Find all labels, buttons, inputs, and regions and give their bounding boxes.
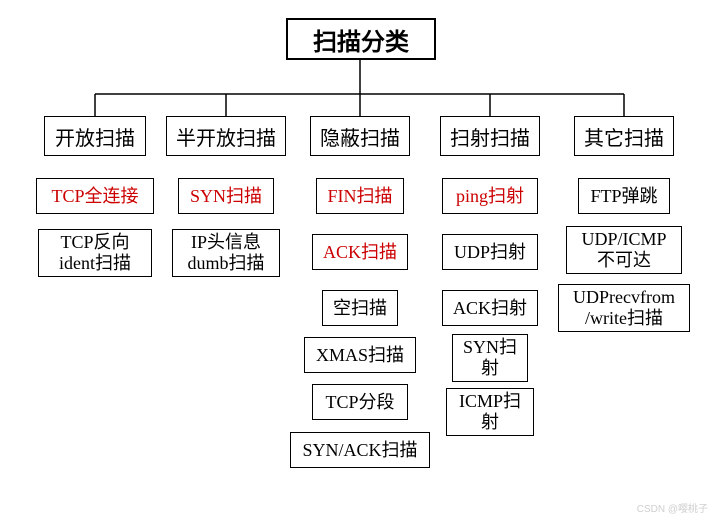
leaf-c2-1-label: ACK扫描 [323, 242, 397, 263]
leaf-c3-0: ping扫射 [442, 178, 538, 214]
leaf-c1-1-label: IP头信息 dumb扫描 [187, 232, 264, 273]
root-label: 扫描分类 [313, 22, 409, 57]
watermark: CSDN @嘤桃子 [637, 500, 708, 515]
leaf-c2-3-label: XMAS扫描 [316, 345, 404, 366]
leaf-c0-0: TCP全连接 [36, 178, 154, 214]
leaf-c4-1-label: UDP/ICMP 不可达 [581, 229, 666, 270]
leaf-c3-0-label: ping扫射 [456, 186, 524, 207]
leaf-c4-2: UDPrecvfrom /write扫描 [558, 284, 690, 332]
leaf-c2-4-label: TCP分段 [325, 392, 394, 413]
category-c4-label: 其它扫描 [584, 122, 664, 151]
category-c0-label: 开放扫描 [55, 122, 135, 151]
leaf-c4-0: FTP弹跳 [578, 178, 670, 214]
leaf-c4-2-label: UDPrecvfrom /write扫描 [573, 287, 675, 328]
leaf-c3-2-label: ACK扫射 [453, 298, 527, 319]
leaf-c2-5-label: SYN/ACK扫描 [302, 440, 417, 461]
category-c2: 隐蔽扫描 [310, 116, 410, 156]
category-c4: 其它扫描 [574, 116, 674, 156]
leaf-c2-2-label: 空扫描 [333, 298, 387, 319]
leaf-c1-0-label: SYN扫描 [190, 186, 262, 207]
leaf-c3-3-label: SYN扫 射 [463, 337, 517, 378]
category-c1-label: 半开放扫描 [176, 122, 276, 151]
category-c3-label: 扫射扫描 [450, 122, 530, 151]
category-c0: 开放扫描 [44, 116, 146, 156]
leaf-c2-2: 空扫描 [322, 290, 398, 326]
leaf-c2-0-label: FIN扫描 [327, 186, 392, 207]
leaf-c3-1-label: UDP扫射 [454, 242, 526, 263]
leaf-c2-3: XMAS扫描 [304, 337, 416, 373]
leaf-c2-5: SYN/ACK扫描 [290, 432, 430, 468]
leaf-c3-4: ICMP扫 射 [446, 388, 534, 436]
leaf-c2-1: ACK扫描 [312, 234, 408, 270]
category-c2-label: 隐蔽扫描 [320, 122, 400, 151]
leaf-c2-4: TCP分段 [312, 384, 408, 420]
root-node: 扫描分类 [286, 18, 436, 60]
leaf-c1-1: IP头信息 dumb扫描 [172, 229, 280, 277]
leaf-c3-3: SYN扫 射 [452, 334, 528, 382]
leaf-c2-0: FIN扫描 [316, 178, 404, 214]
category-c3: 扫射扫描 [440, 116, 540, 156]
diagram-stage: 扫描分类 开放扫描 半开放扫描 隐蔽扫描 扫射扫描 其它扫描 TCP全连接 TCP反向 id… [0, 0, 720, 519]
leaf-c4-1: UDP/ICMP 不可达 [566, 226, 682, 274]
leaf-c0-1: TCP反向 ident扫描 [38, 229, 152, 277]
leaf-c0-0-label: TCP全连接 [51, 186, 138, 207]
category-c1: 半开放扫描 [166, 116, 286, 156]
leaf-c3-1: UDP扫射 [442, 234, 538, 270]
leaf-c3-2: ACK扫射 [442, 290, 538, 326]
leaf-c3-4-label: ICMP扫 射 [459, 391, 521, 432]
leaf-c0-1-label: TCP反向 ident扫描 [59, 232, 131, 273]
leaf-c1-0: SYN扫描 [178, 178, 274, 214]
leaf-c4-0-label: FTP弹跳 [590, 186, 657, 207]
